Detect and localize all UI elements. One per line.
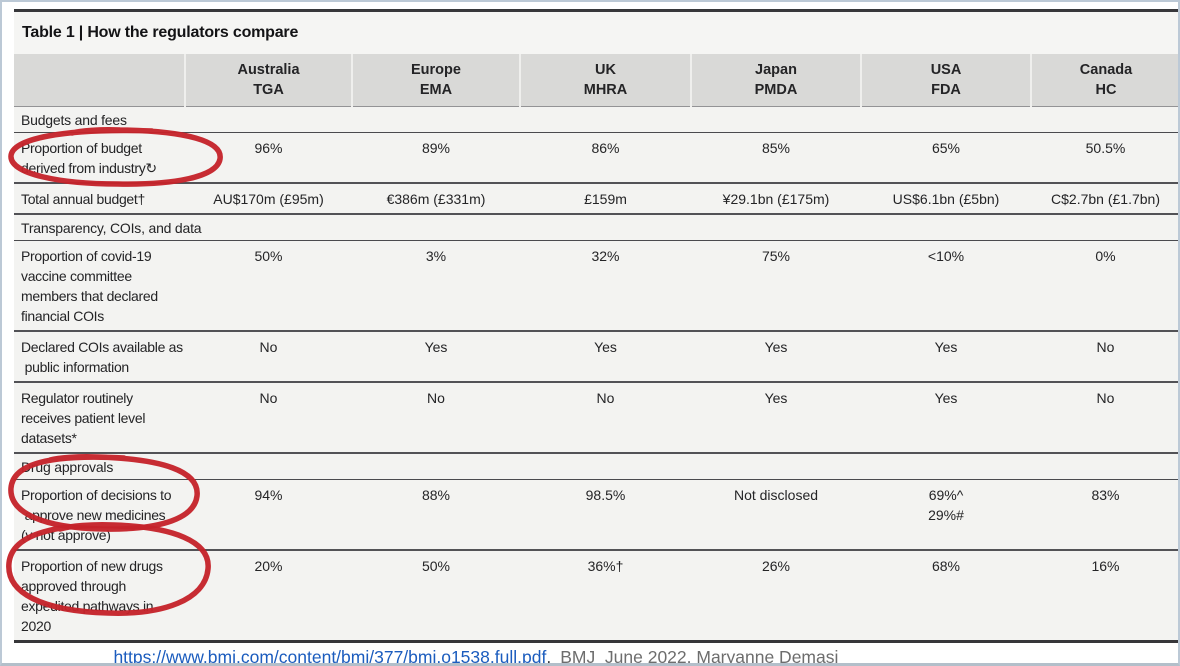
- header-canada-hc: Canada HC: [1030, 54, 1178, 107]
- value-cell: AU$170m (£95m): [185, 183, 352, 215]
- value-cell: 96%: [185, 132, 352, 184]
- value-cell: 65%: [861, 132, 1031, 184]
- header-japan-pmda: Japan PMDA: [690, 54, 861, 107]
- table-row-covid-committee-cois: Proportion of covid-19 vaccine committee…: [14, 240, 1178, 332]
- section-heading: Budgets and fees: [14, 106, 1178, 133]
- value-cell: 68%: [861, 550, 1031, 643]
- value-cell: No: [1031, 382, 1178, 454]
- column-agency: HC: [1095, 82, 1117, 98]
- value-cell: 50%: [352, 550, 520, 643]
- value-cell: 16%: [1031, 550, 1178, 643]
- column-agency: TGA: [253, 82, 284, 98]
- row-label-cell: Proportion of budget derived from indust…: [14, 132, 185, 184]
- value-cell: 86%: [520, 132, 691, 184]
- value-cell: Yes: [861, 331, 1031, 383]
- value-cell: 36%†: [520, 550, 691, 643]
- column-region: Japan: [755, 62, 797, 78]
- section-budgets-and-fees: Budgets and fees: [14, 106, 1178, 133]
- value-cell: 83%: [1031, 479, 1178, 551]
- value-cell: £159m: [520, 183, 691, 215]
- value-cell: 26%: [691, 550, 861, 643]
- value-cell: €386m (£331m): [352, 183, 520, 215]
- value-cell: 89%: [352, 132, 520, 184]
- footer-period: .: [546, 647, 552, 666]
- row-label-cell: Total annual budget†: [14, 183, 185, 215]
- regulators-table: Table 1 | How the regulators compare Aus…: [14, 9, 1178, 643]
- value-cell: 20%: [185, 550, 352, 643]
- value-cell: 88%: [352, 479, 520, 551]
- table-title-band: Table 1 | How the regulators compare: [14, 12, 1178, 54]
- column-agency: EMA: [419, 82, 453, 98]
- column-agency: PMDA: [754, 82, 798, 98]
- row-label-cell: Proportion of decisions to approve new m…: [14, 479, 185, 551]
- value-cell: 0%: [1031, 240, 1178, 332]
- value-cell: 3%: [352, 240, 520, 332]
- column-agency: MHRA: [583, 82, 628, 98]
- column-region: Australia: [237, 62, 300, 78]
- section-heading: Drug approvals: [14, 453, 1178, 480]
- value-cell: 75%: [691, 240, 861, 332]
- table-row-declared-cois-public: Declared COIs available as public inform…: [14, 331, 1178, 383]
- value-cell: Yes: [352, 331, 520, 383]
- comparison-table: Australia TGA Europe EMA UK MHRA Japan P…: [14, 54, 1178, 643]
- value-cell: 50%: [185, 240, 352, 332]
- table-row-patient-level-datasets: Regulator routinely receives patient lev…: [14, 382, 1178, 454]
- value-cell: Yes: [691, 382, 861, 454]
- value-cell: 85%: [691, 132, 861, 184]
- value-cell: 94%: [185, 479, 352, 551]
- section-transparency-cois-data: Transparency, COIs, and data: [14, 214, 1178, 241]
- value-cell: 98.5%: [520, 479, 691, 551]
- column-region: USA: [930, 62, 962, 78]
- column-region: UK: [595, 62, 616, 78]
- value-cell: ¥29.1bn (£175m): [691, 183, 861, 215]
- value-cell: <10%: [861, 240, 1031, 332]
- row-label-cell: Regulator routinely receives patient lev…: [14, 382, 185, 454]
- row-label-cell: Proportion of covid-19 vaccine committee…: [14, 240, 185, 332]
- footer-credit: BMJ June 2022. Maryanne Demasi: [560, 647, 839, 666]
- value-cell: 69%^ 29%#: [861, 479, 1031, 551]
- value-cell: C$2.7bn (£1.7bn): [1031, 183, 1178, 215]
- source-footer: https://www.bmj.com/content/bmj/377/bmj.…: [2, 626, 1178, 666]
- value-cell: No: [185, 331, 352, 383]
- header-row: Australia TGA Europe EMA UK MHRA Japan P…: [14, 54, 1178, 107]
- column-region: Europe: [411, 62, 461, 78]
- bmj-pdf-link[interactable]: https://www.bmj.com/content/bmj/377/bmj.…: [113, 647, 547, 666]
- table-row-total-annual-budget: Total annual budget† AU$170m (£95m) €386…: [14, 183, 1178, 215]
- section-drug-approvals: Drug approvals: [14, 453, 1178, 480]
- value-cell: No: [352, 382, 520, 454]
- value-cell: US$6.1bn (£5bn): [861, 183, 1031, 215]
- column-region: Canada: [1079, 62, 1133, 78]
- value-cell: Yes: [520, 331, 691, 383]
- section-heading: Transparency, COIs, and data: [14, 214, 1178, 241]
- header-empty-cell: [14, 54, 185, 107]
- header-australia-tga: Australia TGA: [184, 54, 352, 107]
- value-cell: Not disclosed: [691, 479, 861, 551]
- table-row-approval-decisions: Proportion of decisions to approve new m…: [14, 479, 1178, 551]
- header-uk-mhra: UK MHRA: [519, 54, 691, 107]
- row-label-cell: Declared COIs available as public inform…: [14, 331, 185, 383]
- table-title: Table 1 | How the regulators compare: [22, 24, 299, 41]
- value-cell: No: [1031, 331, 1178, 383]
- value-cell: Yes: [691, 331, 861, 383]
- table-row-budget-from-industry: Proportion of budget derived from indust…: [14, 132, 1178, 184]
- value-cell: 32%: [520, 240, 691, 332]
- header-europe-ema: Europe EMA: [351, 54, 520, 107]
- value-cell: 50.5%: [1031, 132, 1178, 184]
- header-usa-fda: USA FDA: [860, 54, 1031, 107]
- column-agency: FDA: [931, 82, 961, 98]
- value-cell: No: [185, 382, 352, 454]
- value-cell: No: [520, 382, 691, 454]
- value-cell: Yes: [861, 382, 1031, 454]
